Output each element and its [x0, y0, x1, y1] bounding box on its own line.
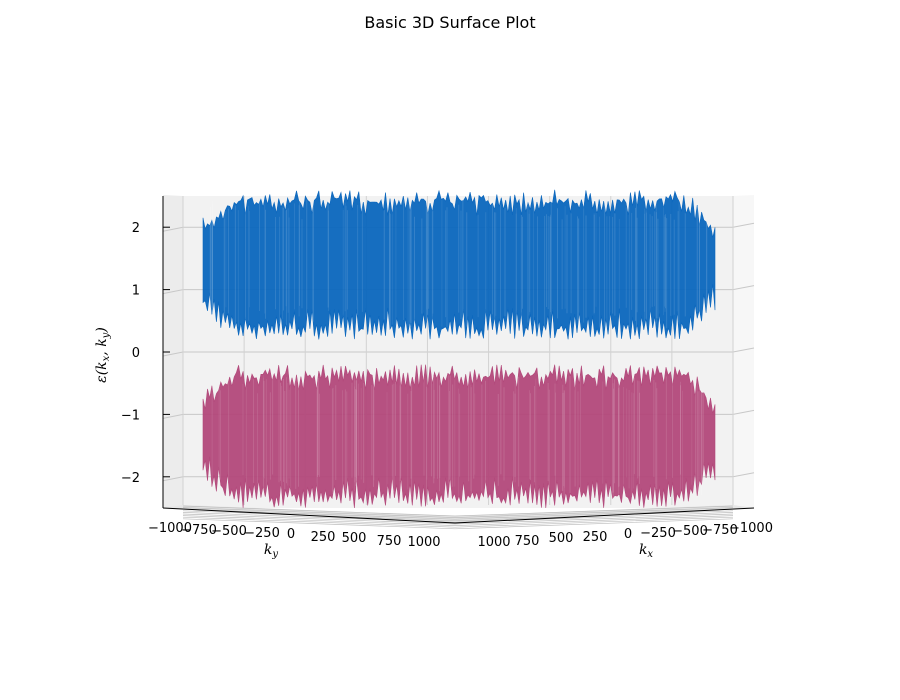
y-tick-label: −250 [244, 526, 280, 541]
back-pane-left [163, 195, 183, 508]
z-tick-label: 2 [132, 221, 140, 236]
z-tick-label: −2 [121, 471, 140, 486]
y-axis-label: ky [264, 542, 278, 560]
x-tick-label: −1000 [729, 521, 773, 536]
lower-band-surface [202, 364, 716, 509]
floor-gridline [182, 516, 734, 528]
floor-gridline [182, 513, 734, 525]
x-tick-label: 750 [515, 534, 540, 549]
floor-gridline [182, 507, 734, 518]
z-gridline [162, 347, 755, 357]
chart-title: Basic 3D Surface Plot [364, 13, 536, 32]
x-axis-label: kx [639, 542, 653, 560]
z-tick-label: 1 [132, 284, 140, 299]
z-tick-label: −1 [121, 408, 140, 423]
y-tick-label: 1000 [407, 535, 440, 550]
x-tick-label: 500 [549, 531, 574, 546]
x-tick-label: −500 [672, 524, 708, 539]
y-tick-label: −750 [181, 523, 217, 538]
upper-band-surface [202, 189, 716, 340]
y-tick-label: 250 [311, 530, 336, 545]
y-tick-label: 750 [377, 534, 402, 549]
z-axis-label: ε(kx, ky) [94, 327, 112, 383]
y-tick-label: −500 [211, 524, 247, 539]
x-tick-label: 1000 [477, 535, 510, 550]
floor-gridline [182, 512, 734, 523]
y-tick-label: 0 [287, 527, 295, 542]
x-tick-label: 250 [583, 530, 608, 545]
x-tick-label: 0 [624, 527, 632, 542]
z-tick-label: 0 [132, 346, 140, 361]
surfaces [202, 189, 716, 509]
floor-gridline [182, 508, 734, 520]
back-pane-right [733, 195, 754, 508]
floor-gridline [182, 518, 734, 530]
y-axis-line [162, 507, 456, 524]
x-tick-label: −750 [702, 523, 738, 538]
x-tick-label: −250 [640, 526, 676, 541]
y-tick-label: 500 [342, 531, 367, 546]
floor-gridline [182, 515, 734, 526]
floor-gridline [182, 505, 734, 517]
y-tick-label: −1000 [148, 521, 192, 536]
x-axis-line [454, 507, 755, 524]
